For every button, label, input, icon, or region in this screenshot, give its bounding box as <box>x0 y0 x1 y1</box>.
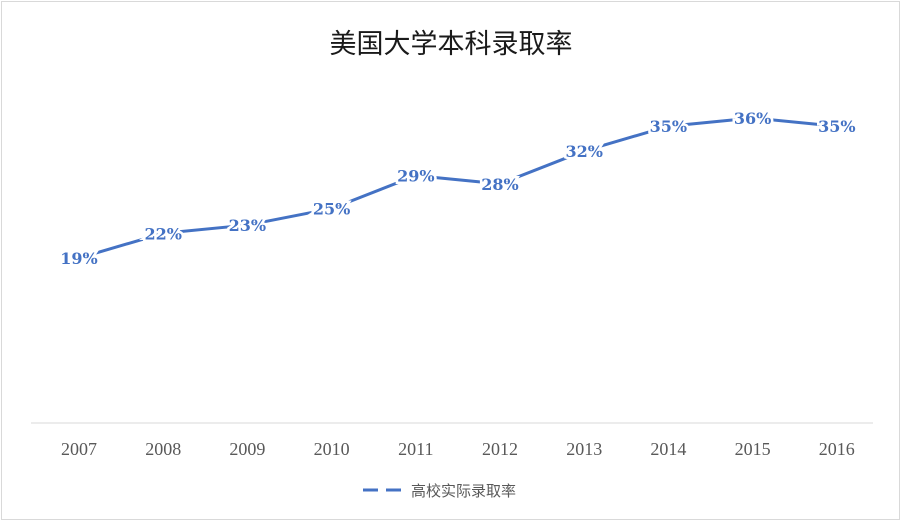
legend-entry-label: 高校实际录取率 <box>411 482 516 500</box>
data-label: 19% <box>60 249 97 268</box>
x-tick-label: 2015 <box>735 439 771 459</box>
x-tick-label: 2011 <box>398 439 433 459</box>
series-layer <box>77 116 839 260</box>
data-label: 35% <box>818 117 855 136</box>
chart-title: 美国大学本科录取率 <box>330 29 573 60</box>
x-tick-label: 2014 <box>650 439 686 459</box>
data-label: 29% <box>397 167 434 186</box>
data-label: 22% <box>144 224 181 243</box>
x-tick-label: 2008 <box>145 439 181 459</box>
legend: 高校实际录取率 <box>363 482 516 500</box>
data-label: 35% <box>650 117 687 136</box>
series-line <box>77 116 839 260</box>
data-label: 36% <box>734 109 771 128</box>
x-tick-label: 2013 <box>566 439 602 459</box>
data-label: 25% <box>313 200 350 219</box>
data-label: 23% <box>229 216 266 235</box>
x-tick-label: 2016 <box>819 439 855 459</box>
data-labels: 19% 22% 23% 25% 29% 28% 32% 35% 36% 35% <box>58 107 858 271</box>
x-tick-label: 2007 <box>61 439 97 459</box>
x-tick-label: 2009 <box>229 439 265 459</box>
data-label: 32% <box>565 142 602 161</box>
data-label: 28% <box>481 175 518 194</box>
x-tick-label: 2010 <box>314 439 350 459</box>
x-tick-labels: 2007 2008 2009 2010 2011 2012 2013 2014 2015 2016 <box>61 439 855 459</box>
x-tick-label: 2012 <box>482 439 518 459</box>
